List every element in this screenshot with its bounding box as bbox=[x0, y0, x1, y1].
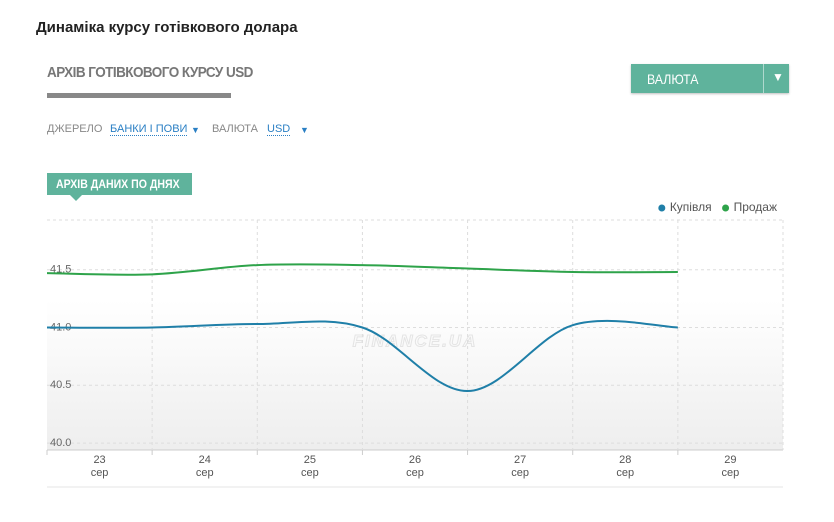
x-tick-sublabel: сер bbox=[196, 467, 214, 479]
y-tick-label: 40.5 bbox=[50, 379, 71, 391]
x-tick-label: 29 bbox=[724, 454, 736, 466]
x-tick-label: 26 bbox=[409, 454, 421, 466]
dropdown-arrow: ▼ bbox=[772, 70, 784, 84]
x-tick-label: 23 bbox=[93, 454, 105, 466]
tab[interactable]: АРХІВ ДАНИХ ПО ДНЯХ bbox=[47, 173, 192, 195]
tab-label: АРХІВ ДАНИХ ПО ДНЯХ bbox=[56, 177, 180, 191]
button-label: ВАЛЮТА bbox=[647, 71, 699, 87]
dropdown-arrow: ▼ bbox=[300, 125, 309, 135]
legend-marker bbox=[722, 204, 730, 212]
currency-label: ВАЛЮТА bbox=[212, 123, 258, 135]
page-title: Динаміка курсу готівкового долара bbox=[36, 19, 298, 36]
x-tick-sublabel: сер bbox=[511, 467, 529, 479]
series-line bbox=[46, 319, 678, 393]
watermark: FINANCE.UA bbox=[353, 331, 478, 350]
currency-button[interactable]: ВАЛЮТА ▼ bbox=[631, 64, 789, 93]
tab-pointer bbox=[70, 195, 82, 201]
title-underline bbox=[47, 93, 231, 98]
y-tick-label: 40.0 bbox=[50, 437, 71, 449]
separator bbox=[763, 64, 764, 93]
x-tick-sublabel: сер bbox=[301, 467, 319, 479]
x-tick-sublabel: сер bbox=[91, 467, 109, 479]
legend-marker bbox=[658, 204, 666, 212]
section-title: АРХІВ ГОТІВКОВОГО КУРСУ USD bbox=[47, 64, 253, 81]
x-tick-sublabel: сер bbox=[616, 467, 634, 479]
source-label: ДЖЕРЕЛО bbox=[47, 123, 103, 135]
dropdown-arrow: ▼ bbox=[191, 125, 200, 135]
x-tick-label: 27 bbox=[514, 454, 526, 466]
x-tick-sublabel: сер bbox=[406, 467, 424, 479]
series-line bbox=[46, 263, 678, 276]
x-tick-label: 28 bbox=[619, 454, 631, 466]
x-tick-sublabel: сер bbox=[722, 467, 740, 479]
currency-select[interactable]: USD bbox=[267, 123, 291, 136]
legend-label: Продаж bbox=[734, 200, 777, 214]
source-select[interactable]: БАНКИ І ПОВИ bbox=[110, 123, 188, 136]
plot-background bbox=[47, 300, 783, 450]
legend-label: Купівля bbox=[670, 200, 712, 214]
x-tick-label: 24 bbox=[199, 454, 211, 466]
x-tick-label: 25 bbox=[304, 454, 316, 466]
